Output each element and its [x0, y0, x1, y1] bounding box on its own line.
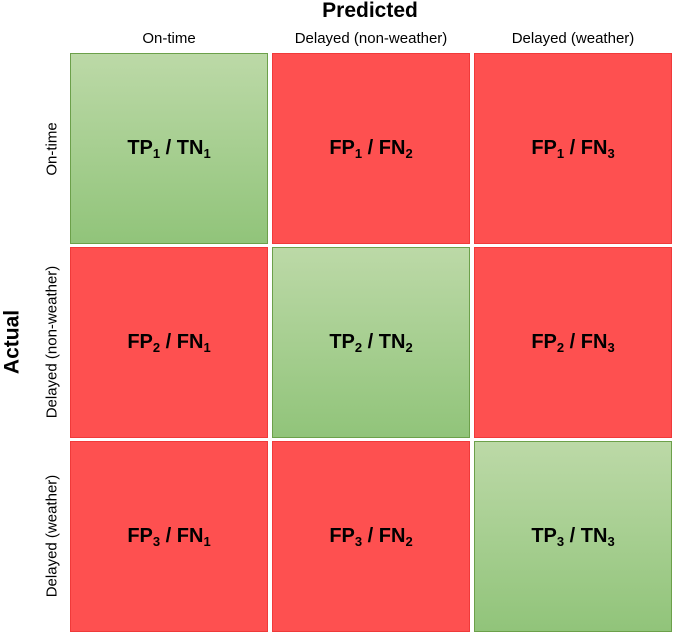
cell-label: FP2 / FN3	[531, 331, 615, 355]
column-header-delayed-weather: Delayed (weather)	[511, 30, 635, 47]
matrix-cell-r3-c1: FP3 / FN1	[70, 441, 268, 632]
predicted-axis-title: Predicted	[322, 0, 418, 22]
row-header-on-time: On-time	[43, 122, 61, 176]
row-header-delayed-non-weather: Delayed (non-weather)	[43, 265, 61, 419]
cell-label: FP1 / FN3	[531, 137, 615, 161]
matrix-cell-r1-c1: TP1 / TN1	[70, 53, 268, 244]
matrix-cell-r1-c2: FP1 / FN2	[272, 53, 470, 244]
cell-label: FP3 / FN2	[329, 525, 413, 549]
matrix-cell-r2-c1: FP2 / FN1	[70, 247, 268, 438]
cell-label: FP2 / FN1	[127, 331, 211, 355]
cell-label: TP2 / TN2	[329, 331, 413, 355]
column-header-delayed-non-weather: Delayed (non-weather)	[294, 30, 448, 47]
cell-label: TP3 / TN3	[531, 525, 615, 549]
matrix-cell-r2-c3: FP2 / FN3	[474, 247, 672, 438]
matrix-cell-r3-c3: TP3 / TN3	[474, 441, 672, 632]
actual-axis-title: Actual	[0, 309, 24, 375]
cell-label: FP1 / FN2	[329, 137, 413, 161]
column-header-on-time: On-time	[142, 30, 196, 47]
matrix-cell-r1-c3: FP1 / FN3	[474, 53, 672, 244]
row-header-delayed-weather: Delayed (weather)	[43, 474, 61, 598]
cell-label: FP3 / FN1	[127, 525, 211, 549]
matrix-cell-r2-c2: TP2 / TN2	[272, 247, 470, 438]
cell-label: TP1 / TN1	[127, 137, 211, 161]
matrix-cell-r3-c2: FP3 / FN2	[272, 441, 470, 632]
